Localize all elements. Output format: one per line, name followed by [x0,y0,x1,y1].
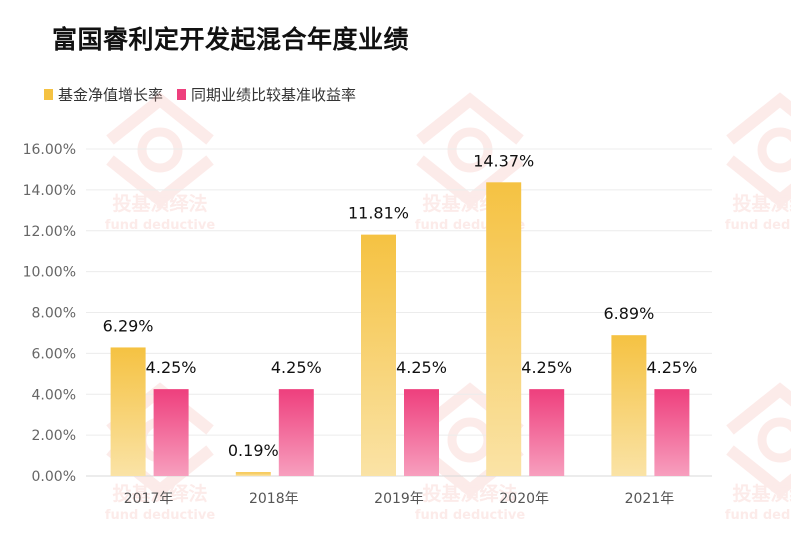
data-label-benchmark: 4.25% [396,358,447,377]
grid-lines [86,148,712,477]
legend-label-benchmark: 同期业绩比较基准收益率 [191,86,357,104]
y-axis: 0.00% 2.00% 4.00% 6.00% 8.00% 10.00% 12.00% 14.… [23,142,76,485]
watermark-ring [757,127,791,173]
watermark-subtext: fund deductive [725,218,791,233]
data-label-fund: 6.29% [103,316,154,335]
bar-fund [486,182,522,477]
x-tick-label: 2020年 [499,491,549,507]
bar-fund [235,472,271,476]
bar-benchmark [529,389,565,476]
bar-fund [110,347,146,476]
watermark-ring [137,127,183,173]
x-tick-label: 2019年 [374,491,424,507]
x-tick-label: 2017年 [124,491,174,507]
bar-benchmark [404,389,439,476]
watermark-text: 投基演绎法 [732,192,791,215]
y-tick-label: 4.00% [32,387,76,403]
watermark-text: 投基演绎法 [112,482,207,505]
bar-benchmark [654,389,690,476]
chart-title: 富国睿利定开发起混合年度业绩 [52,25,410,54]
watermark-chevron-top [416,92,524,145]
y-tick-label: 2.00% [32,428,76,444]
y-tick-label: 6.00% [32,346,76,362]
data-label-fund: 11.81% [348,204,409,223]
data-label-benchmark: 4.25% [146,358,197,377]
watermark-chevron-top [106,92,214,145]
watermark-chevron-bottom [726,445,791,498]
bars [110,182,690,477]
y-tick-label: 14.00% [23,183,76,199]
watermark-logo: 投基演绎法 fund deductive [105,92,216,233]
watermark-logo: 投基演绎法 fund deductive [725,382,791,523]
legend-label-fund: 基金净值增长率 [58,86,164,104]
watermark-text: 投基演绎法 [112,192,207,215]
watermark-subtext: fund deductive [105,218,216,233]
legend-swatch-benchmark [177,89,187,100]
watermark-logo: 投基演绎法 fund deductive [725,92,791,233]
watermark-subtext: fund deductive [415,508,526,523]
legend: 基金净值增长率 同期业绩比较基准收益率 [44,84,370,105]
data-label-fund: 6.89% [603,304,654,323]
watermark-chevron-bottom [416,155,524,208]
bar-benchmark [278,389,314,476]
data-label-fund: 0.19% [228,441,279,460]
y-tick-label: 10.00% [23,265,76,281]
y-tick-label: 16.00% [23,142,76,158]
watermark-subtext: fund deductive [725,508,791,523]
y-tick-label: 0.00% [32,469,76,485]
watermark-chevron-bottom [726,155,791,208]
watermark-ring [757,417,791,463]
x-tick-label: 2018年 [249,491,299,507]
watermark-ring [447,127,493,173]
data-label-benchmark: 4.25% [271,358,322,377]
legend-item-fund[interactable]: 基金净值增长率 [44,84,163,105]
legend-swatch-fund [44,89,53,100]
watermark-chevron-top [726,382,791,435]
x-axis: 2017年 2018年 2019年 2020年 2021年 [124,491,674,507]
data-label-benchmark: 4.25% [646,358,697,377]
watermark-text: 投基演绎法 [732,482,791,505]
y-tick-label: 12.00% [23,224,76,240]
watermark-text: 投基演绎法 [422,482,517,505]
watermark-chevron-top [726,92,791,145]
data-labels: 6.29% 4.25% 0.19% 4.25% 11.81% 4.25% 14.37% 4.2… [103,151,698,460]
legend-item-benchmark[interactable]: 同期业绩比较基准收益率 [177,84,356,105]
y-tick-label: 8.00% [32,306,76,322]
bar-fund [611,335,647,476]
data-label-fund: 14.37% [473,151,534,170]
bar-fund [361,234,396,476]
watermark-subtext: fund deductive [105,508,216,523]
data-label-benchmark: 4.25% [521,358,572,377]
bar-benchmark [153,389,189,476]
x-tick-label: 2021年 [625,491,675,507]
watermark-ring [447,417,493,463]
watermark-chevron-bottom [106,155,214,208]
